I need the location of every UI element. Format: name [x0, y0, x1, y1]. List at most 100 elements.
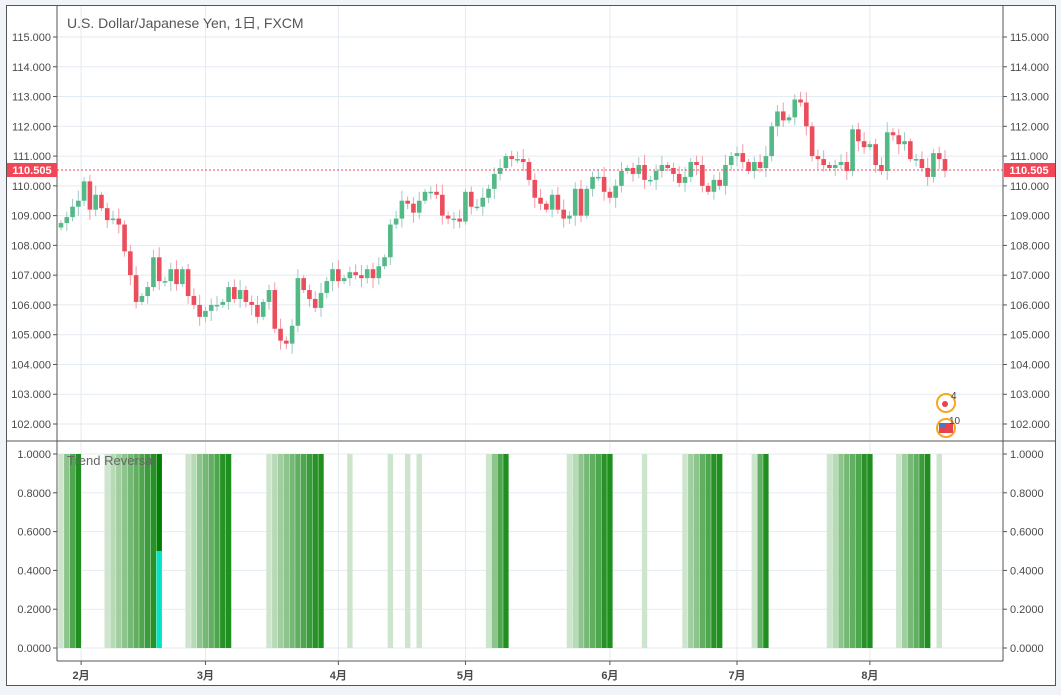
- candle-body: [728, 156, 734, 166]
- candle-body: [648, 179, 653, 182]
- candle: [474, 198, 480, 211]
- candle-body: [740, 153, 746, 163]
- y-tick-label-right: 103.000: [1010, 389, 1050, 401]
- candle-body: [884, 132, 890, 171]
- candle: [457, 209, 462, 229]
- candle-body: [434, 191, 439, 195]
- candle-body: [440, 194, 445, 216]
- candle-body: [867, 144, 873, 148]
- candle: [653, 164, 659, 191]
- candle: [422, 188, 428, 204]
- y-tick-label-right: 106.000: [1010, 300, 1050, 312]
- candle-body: [590, 176, 595, 189]
- candle: [792, 94, 798, 126]
- candle-body: [717, 179, 722, 186]
- candle-body: [555, 194, 561, 210]
- candle-body: [890, 132, 896, 136]
- y-tick-label-left: 114.000: [12, 62, 51, 74]
- candle: [295, 269, 301, 333]
- candle-body: [81, 181, 87, 201]
- indicator-bar: [133, 454, 139, 648]
- indicator-tick-label-right: 1.0000: [1010, 449, 1044, 461]
- indicator-bar: [699, 454, 706, 648]
- candle-body: [919, 159, 925, 168]
- indicator-bar: [127, 454, 134, 648]
- candle: [64, 211, 70, 231]
- candle-body: [116, 218, 122, 225]
- indicator-bar: [716, 454, 723, 648]
- candle: [434, 184, 439, 199]
- candle: [255, 295, 260, 324]
- candle: [931, 148, 936, 183]
- axes: 115.000 115.000 114.000 114.000 113.000 113.0…: [11, 32, 1050, 682]
- candle-body: [757, 162, 763, 168]
- indicator-bar: [838, 454, 844, 648]
- candle-body: [457, 218, 462, 222]
- y-tick-label-left: 112.000: [12, 121, 51, 133]
- candle: [769, 122, 774, 162]
- indicator-tick-label-left: 0.6000: [17, 527, 51, 539]
- y-tick-label-right: 108.000: [1010, 240, 1050, 252]
- indicator-bar: [595, 454, 602, 648]
- indicator-bar: [387, 454, 394, 648]
- y-tick-label-left: 104.000: [11, 359, 51, 371]
- candle: [630, 162, 636, 182]
- indicator-bar: [503, 454, 509, 648]
- candle: [856, 122, 861, 152]
- indicator-bar: [104, 454, 110, 648]
- candle: [913, 153, 919, 167]
- candle-body: [723, 165, 728, 186]
- candle-body: [208, 304, 214, 311]
- indicator-bar: [688, 454, 694, 648]
- candles: [58, 91, 948, 354]
- candle: [936, 146, 942, 170]
- event-usa-icon[interactable]: 10: [936, 416, 961, 438]
- indicator-bar: [757, 454, 763, 648]
- candle: [162, 276, 168, 287]
- candle-body: [70, 206, 75, 218]
- candle-body: [671, 167, 676, 174]
- indicator-bar: [347, 454, 353, 648]
- candle: [798, 91, 803, 107]
- candle: [682, 166, 688, 192]
- candle-body: [416, 200, 422, 213]
- indicator-bar: [901, 454, 908, 648]
- candle-body: [526, 162, 532, 180]
- candle-body: [260, 301, 266, 317]
- candle: [850, 125, 855, 177]
- candle-body: [879, 165, 884, 171]
- indicator-bar: [924, 454, 931, 648]
- candle-body: [104, 208, 110, 221]
- candle: [122, 220, 127, 257]
- x-month-label: 6月: [601, 669, 618, 682]
- candle: [919, 151, 925, 173]
- candle: [139, 293, 145, 305]
- candle-body: [353, 272, 358, 276]
- candle-body: [596, 176, 601, 179]
- candle-body: [64, 217, 70, 224]
- last-price-left: 110.505: [12, 165, 51, 177]
- indicator-bar: [208, 454, 214, 648]
- candle-body: [243, 290, 249, 302]
- candle: [700, 156, 705, 193]
- indicator-bar: [485, 454, 492, 648]
- candle: [341, 275, 347, 285]
- candle-body: [931, 153, 936, 177]
- x-month-label: 8月: [861, 669, 878, 682]
- candle-body: [307, 290, 312, 299]
- candle: [775, 104, 780, 137]
- candle: [312, 291, 318, 313]
- candle: [740, 144, 746, 169]
- candle-body: [133, 275, 139, 302]
- candle: [237, 279, 243, 308]
- candle-body: [630, 167, 636, 174]
- candle: [411, 197, 416, 223]
- candle-body: [468, 191, 474, 207]
- event-japan-icon[interactable]: 4: [936, 391, 957, 413]
- indicator-bar: [578, 454, 584, 648]
- candle-body: [694, 162, 699, 166]
- candle-body: [561, 209, 566, 219]
- indicator-bar: [589, 454, 596, 648]
- candle: [908, 138, 913, 163]
